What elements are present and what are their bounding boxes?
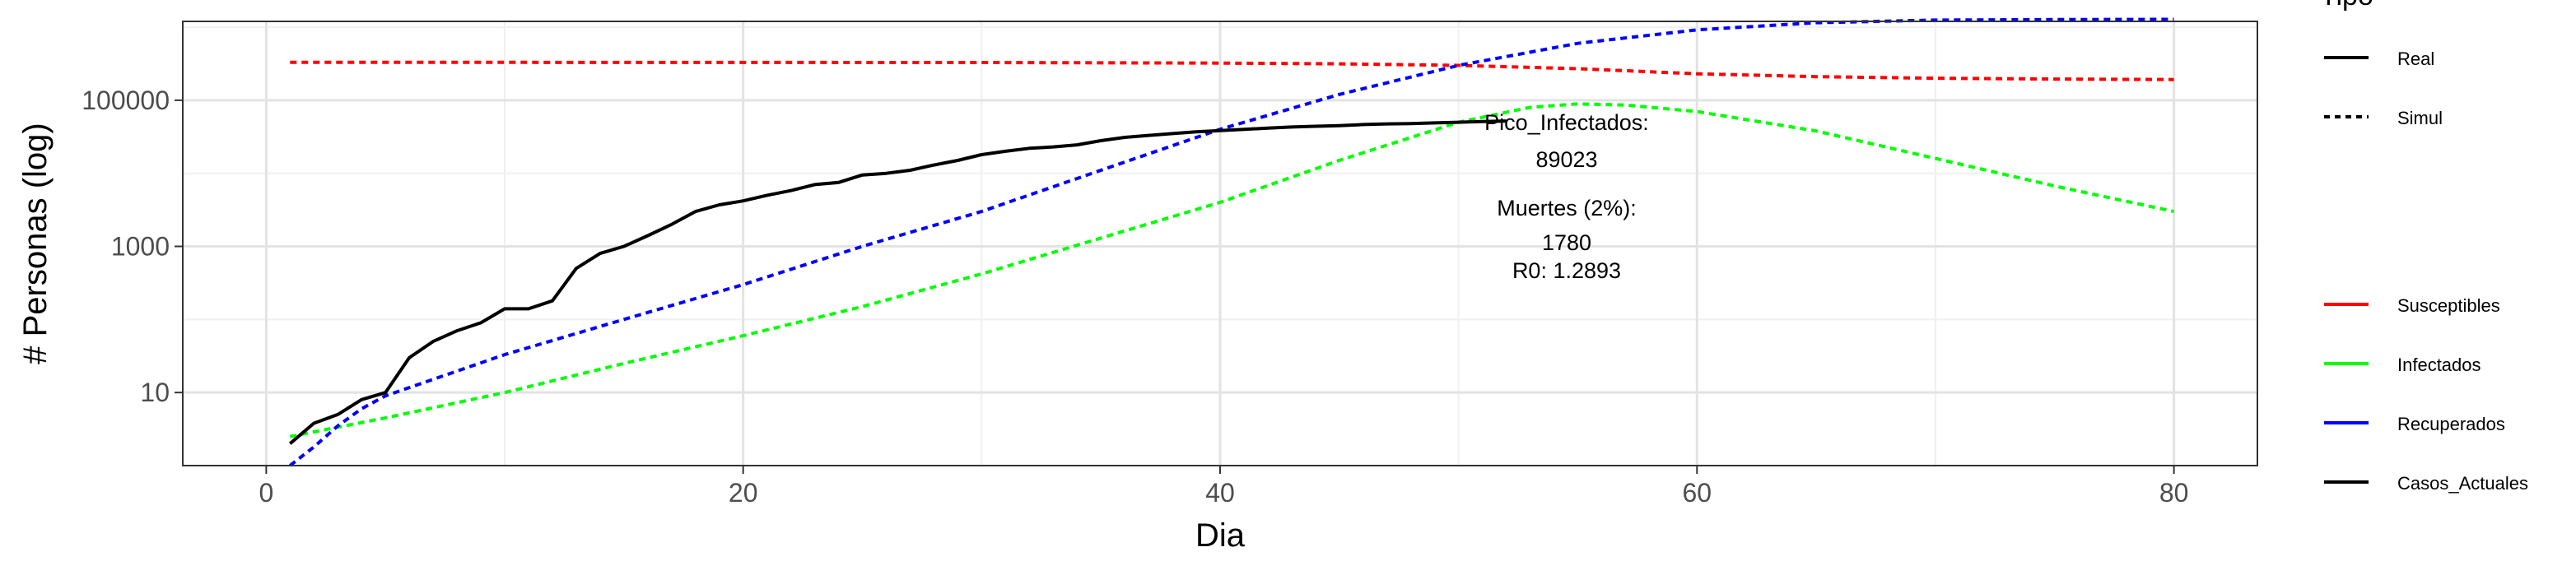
annotation-deaths: Muertes (2%): 1780 R0: 1.2893 [1497,196,1637,283]
annotation-r0: R0: 1.2893 [1512,258,1621,283]
legend-item-recuperados: Recuperados [2324,414,2505,434]
legend: Tipo Real Simul Susceptibles Infectados … [2320,0,2528,494]
series-line-infectados [289,102,2175,438]
x-axis-title: Dia [1195,517,1246,554]
annotation-deaths-label: Muertes (2%): [1497,196,1637,220]
series-line-casos-actuales [289,119,1507,445]
x-tick-label: 0 [259,478,273,508]
y-axis: 10 1000 100000 [82,86,183,407]
y-tick-label: 100000 [82,86,170,115]
annotation-peak: Pico_Infectados: 89023 [1484,110,1649,172]
x-axis: 0 20 40 60 80 [259,466,2188,508]
legend-item-real: Real [2324,49,2434,69]
annotation-deaths-value: 1780 [1542,230,1591,255]
series-layer [289,17,2175,467]
x-tick-label: 40 [1205,478,1235,508]
legend-label-simul: Simul [2397,108,2443,128]
legend-label-recuperados: Recuperados [2397,414,2505,434]
legend-item-susceptibles: Susceptibles [2324,295,2500,316]
x-tick-label: 60 [1683,478,1712,508]
legend-label-susceptibles: Susceptibles [2397,295,2500,316]
legend-item-simul: Simul [2324,108,2443,128]
legend-label-casos-actuales: Casos_Actuales [2397,473,2528,494]
y-tick-label: 1000 [111,232,170,262]
grid-major [183,21,2257,466]
plot-panel [182,17,2258,467]
x-tick-label: 20 [729,478,758,508]
series-line-susceptibles [290,60,2174,81]
x-tick-label: 80 [2159,478,2189,508]
legend-item-infectados: Infectados [2324,355,2481,375]
y-tick-label: 10 [140,378,170,407]
series-line-recuperados [289,17,2174,467]
legend-label-real: Real [2397,49,2434,69]
y-axis-title: # Personas (log) [17,123,54,364]
annotation-peak-label: Pico_Infectados: [1484,110,1649,135]
legend-label-infectados: Infectados [2397,355,2481,375]
legend-item-casos-actuales: Casos_Actuales [2324,473,2528,494]
annotation-peak-value: 89023 [1535,147,1597,172]
legend-linetype-title: Tipo [2320,0,2373,12]
